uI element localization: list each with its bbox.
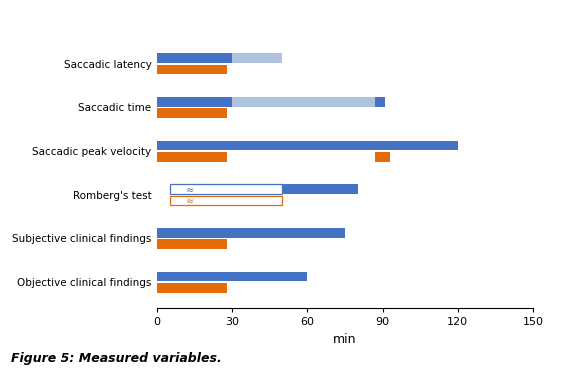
X-axis label: min: min (333, 333, 357, 346)
Text: $\approx$: $\approx$ (184, 196, 195, 205)
Bar (157, 271, 307, 281)
Text: $\approx$: $\approx$ (184, 184, 195, 194)
Bar (157, 65, 227, 74)
Bar (157, 53, 232, 63)
Bar (169, 196, 282, 205)
Bar (232, 97, 375, 106)
Bar (157, 97, 232, 106)
Bar (157, 240, 227, 249)
Bar (282, 184, 357, 194)
Bar (375, 97, 385, 106)
Bar (375, 152, 390, 162)
Bar (157, 283, 227, 293)
Bar (157, 228, 345, 238)
Bar (169, 184, 282, 194)
Bar (157, 108, 227, 118)
Legend: PS group, F group: PS group, F group (405, 0, 528, 1)
Bar (232, 53, 282, 63)
Bar (157, 152, 227, 162)
Text: Figure 5: Measured variables.: Figure 5: Measured variables. (11, 352, 222, 365)
Bar (157, 141, 458, 150)
